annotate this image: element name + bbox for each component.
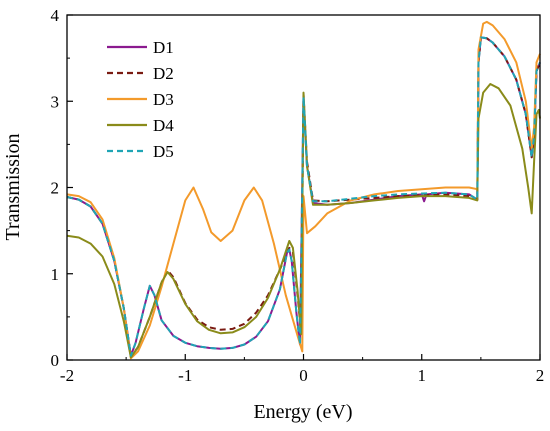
y-axis-title: Transmission [2,133,24,240]
series-line-d4 [66,83,541,359]
legend-label-d2: D2 [153,64,174,83]
y-tick-label: 4 [51,6,60,25]
legend-label-d5: D5 [153,142,174,161]
legend-label-d1: D1 [153,38,174,57]
x-tick-label: -2 [60,366,74,385]
legend-label-d3: D3 [153,90,174,109]
ticks-layer: -2 -1 0 1 2 0 1 2 3 4 [51,6,545,385]
legend-label-d4: D4 [153,116,174,135]
y-tick-label: 0 [51,351,60,370]
series-line-d3 [66,20,541,360]
x-tick-label: 1 [418,366,427,385]
x-tick-label: 0 [299,366,308,385]
y-tick-label: 3 [51,92,60,111]
y-tick-label: 1 [51,265,60,284]
series-line-d5 [66,36,541,357]
x-tick-label: 2 [536,366,545,385]
x-tick-label: -1 [178,366,192,385]
series-layer [66,20,541,360]
x-axis-title: Energy (eV) [253,401,352,423]
y-tick-label: 2 [51,179,60,198]
legend: D1 D2 D3 D4 D5 [107,38,174,161]
